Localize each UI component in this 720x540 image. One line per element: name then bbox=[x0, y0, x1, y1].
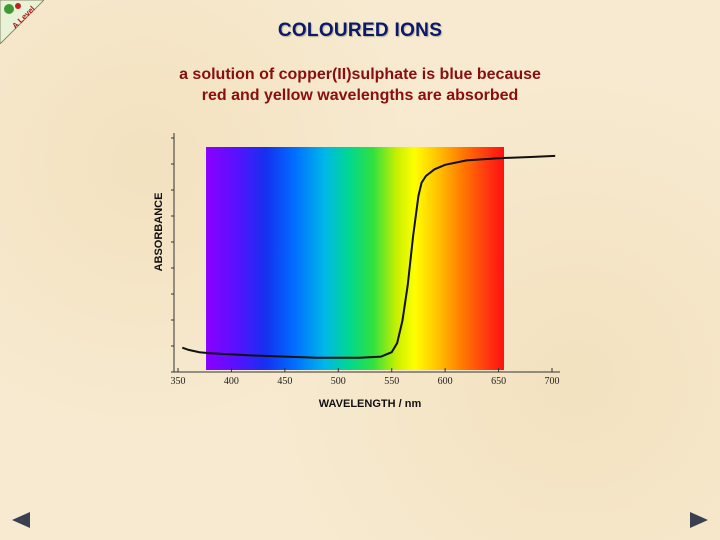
visible-spectrum-band bbox=[206, 147, 504, 370]
x-tick-label: 650 bbox=[491, 376, 506, 387]
x-tick-label: 500 bbox=[331, 376, 346, 387]
subtitle-line-1: a solution of copper(II)sulphate is blue… bbox=[179, 66, 541, 83]
x-tick-label: 450 bbox=[277, 376, 292, 387]
x-tick-label: 600 bbox=[438, 376, 453, 387]
slide-subtitle: a solution of copper(II)sulphate is blue… bbox=[0, 64, 720, 106]
triangle-left-icon bbox=[12, 512, 30, 528]
x-tick-label: 700 bbox=[545, 376, 560, 387]
triangle-right-icon bbox=[690, 512, 708, 528]
subtitle-line-2: red and yellow wavelengths are absorbed bbox=[201, 87, 519, 104]
previous-slide-button[interactable] bbox=[8, 510, 32, 530]
slide-title: COLOURED IONS bbox=[277, 20, 443, 41]
x-tick-label: 550 bbox=[384, 376, 399, 387]
x-axis: 350 400 450 500 550 600 650 700 bbox=[171, 368, 560, 387]
x-tick-label: 350 bbox=[171, 376, 186, 387]
y-axis bbox=[171, 133, 175, 373]
x-tick-label: 400 bbox=[224, 376, 239, 387]
y-axis-label: ABSORBANCE bbox=[153, 193, 165, 272]
x-axis-label: WAVELENGTH / nm bbox=[319, 398, 422, 410]
absorbance-curve bbox=[181, 154, 556, 359]
next-slide-button[interactable] bbox=[688, 510, 712, 530]
chemistry-logo-icon: A Level bbox=[0, 0, 44, 44]
